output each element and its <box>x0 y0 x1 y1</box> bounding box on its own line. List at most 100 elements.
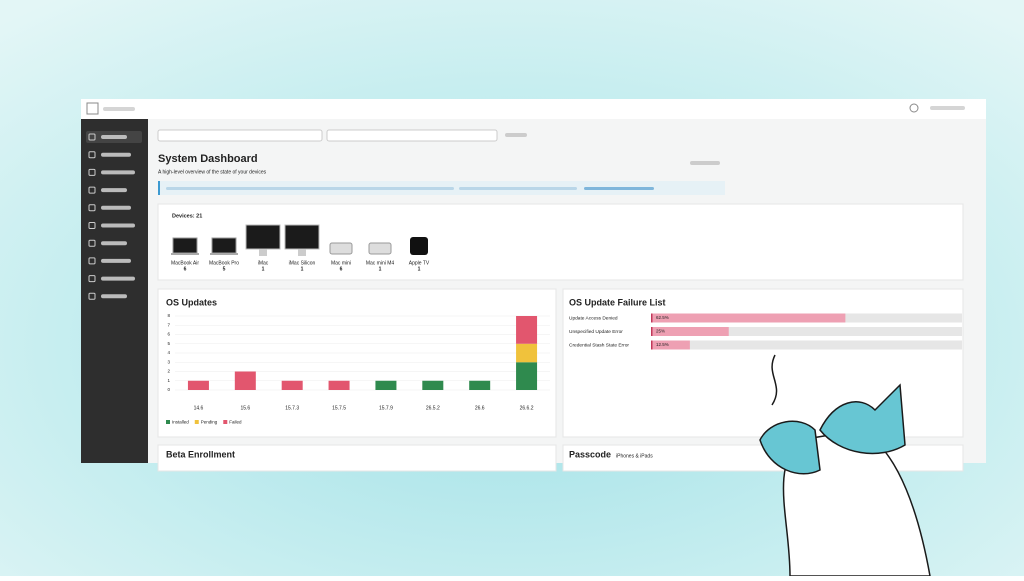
device-name: iMac <box>258 260 269 266</box>
logo <box>86 102 99 115</box>
sidebar-label <box>101 205 131 210</box>
sidebar-label <box>101 294 127 299</box>
y-tick-label: 4 <box>167 350 170 355</box>
device-name: Mac mini M4 <box>366 260 395 266</box>
sidebar-label <box>101 258 131 263</box>
device-icon <box>284 224 320 250</box>
bar-track <box>651 340 962 350</box>
x-tick-label: 26.6 <box>475 405 485 411</box>
y-tick-label: 5 <box>167 341 170 346</box>
chart-title: OS Updates <box>166 297 217 307</box>
dropdown[interactable] <box>157 129 323 142</box>
sidebar-label <box>101 276 135 281</box>
device-count: 1 <box>379 266 382 272</box>
device-name: iMac Silicon <box>289 260 316 266</box>
device-count: 6 <box>340 266 343 272</box>
bar <box>516 343 538 363</box>
bar <box>187 380 209 390</box>
failure-label[interactable]: Update Access Denied <box>569 315 618 321</box>
progress <box>459 187 577 190</box>
device-icon <box>368 242 392 255</box>
legend-swatch <box>166 420 170 424</box>
sidebar <box>81 119 148 463</box>
legend-label: Pending <box>201 420 218 425</box>
legend-label: Installed <box>172 420 189 425</box>
sidebar-icon[interactable] <box>88 292 96 300</box>
sidebar-icon[interactable] <box>88 239 96 247</box>
device-icon <box>211 237 237 254</box>
bar <box>469 380 491 390</box>
sidebar-icon[interactable] <box>88 151 96 159</box>
devices-label: Devices: 21 <box>172 213 202 219</box>
y-tick-label: 3 <box>167 359 170 364</box>
failure-value: 62.5% <box>656 315 669 320</box>
user-icon[interactable] <box>909 103 919 113</box>
device-icon <box>410 237 428 255</box>
device-icon <box>259 249 267 256</box>
search-box[interactable] <box>326 129 498 142</box>
x-tick-label: 15.7.5 <box>332 405 346 411</box>
failure-label[interactable]: Credential Stash State Error <box>569 342 629 348</box>
y-tick-label: 1 <box>167 378 170 383</box>
bar <box>281 380 303 390</box>
illustration <box>759 354 931 577</box>
y-tick-label: 0 <box>167 387 170 392</box>
sidebar-icon[interactable] <box>88 204 96 212</box>
placeholder <box>690 161 720 165</box>
failure-bar <box>651 340 690 350</box>
device-name: MacBook Air <box>171 260 199 266</box>
device-icon <box>171 253 199 255</box>
failure-bar <box>651 313 846 323</box>
bar-accent <box>651 340 653 350</box>
beta-title: Beta Enrollment <box>166 449 235 459</box>
y-tick-label: 8 <box>167 313 170 318</box>
passcode-title: Passcode <box>569 449 611 459</box>
bar <box>375 380 397 390</box>
sidebar-icon[interactable] <box>88 186 96 194</box>
device-icon <box>210 253 238 255</box>
legend-swatch <box>223 420 228 424</box>
failure-bar <box>651 327 729 336</box>
device-icon <box>329 242 353 255</box>
sidebar-label <box>101 170 135 175</box>
device-name: Apple TV <box>409 260 430 266</box>
device-count: 1 <box>262 266 265 272</box>
device-count: 5 <box>223 266 226 272</box>
title-bar <box>81 99 986 119</box>
progress <box>166 187 454 190</box>
sidebar-icon[interactable] <box>88 257 96 265</box>
legend-label: Failed <box>229 420 242 425</box>
placeholder <box>930 106 965 110</box>
page-title: System Dashboard <box>158 153 258 165</box>
y-tick-label: 6 <box>167 332 170 337</box>
y-tick-label: 2 <box>167 369 170 374</box>
sidebar-icon[interactable] <box>88 168 96 176</box>
device-icon <box>172 237 198 254</box>
bar <box>516 362 538 390</box>
x-tick-label: 26.6.2 <box>520 405 534 411</box>
sidebar-icon[interactable] <box>88 275 96 283</box>
failure-value: 12.5% <box>656 342 669 347</box>
placeholder <box>103 107 135 111</box>
bar-accent <box>651 327 653 336</box>
sidebar-icon[interactable] <box>88 133 96 141</box>
bar <box>328 380 350 390</box>
bar-accent <box>651 313 653 323</box>
legend-swatch <box>194 420 199 424</box>
y-tick-label: 7 <box>167 322 170 327</box>
device-icon <box>245 224 281 250</box>
failure-value: 25% <box>656 329 665 334</box>
failure-label[interactable]: Unspecified Update Error <box>569 329 623 335</box>
device-count: 6 <box>184 266 187 272</box>
device-icon <box>298 249 306 256</box>
sidebar-label <box>101 152 131 157</box>
add-button[interactable] <box>505 133 527 137</box>
bar <box>422 380 444 390</box>
bar <box>516 316 538 344</box>
device-name: Mac mini <box>331 260 351 266</box>
sidebar-label <box>101 135 127 139</box>
x-tick-label: 26.5.2 <box>426 405 440 411</box>
sidebar-icon[interactable] <box>88 222 96 229</box>
